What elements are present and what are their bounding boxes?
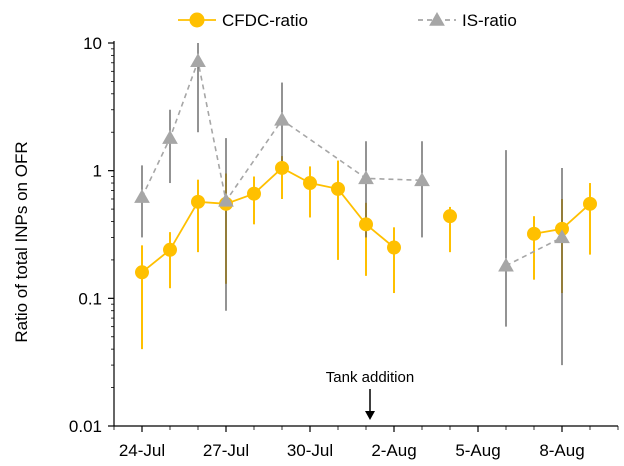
data-point-triangle: [498, 257, 514, 272]
data-point-circle: [443, 209, 457, 224]
x-tick-label: 24-Jul: [119, 441, 165, 460]
axes: [108, 41, 619, 432]
data-point-triangle: [218, 192, 234, 207]
annotation-label: Tank addition: [326, 369, 414, 386]
x-tick-label: 2-Aug: [371, 441, 416, 460]
legend-label: CFDC-ratio: [222, 11, 308, 30]
tick-labels: 0.01 0.1 1 10 24-Jul 27-Jul 30-Jul 2-Aug 5-Aug 8-…: [69, 34, 585, 460]
legend-label: IS-ratio: [462, 11, 517, 30]
data-point-circle: [191, 194, 205, 209]
y-axis-title: Ratio of total INPs on OFR: [12, 141, 31, 342]
x-tick-label: 27-Jul: [203, 441, 249, 460]
x-tick-label: 5-Aug: [455, 441, 500, 460]
y-tick-label: 0.1: [78, 289, 102, 308]
cfdc-ratio-line: [141, 166, 395, 274]
data-point-circle: [303, 176, 317, 191]
y-tick-label: 0.01: [69, 417, 102, 436]
data-point-circle: [387, 240, 401, 255]
legend-item: IS-ratio: [418, 11, 517, 30]
data-point-triangle: [358, 170, 374, 185]
error-bars: [141, 43, 591, 366]
legend: CFDC-ratio IS-ratio: [178, 11, 517, 30]
data-point-circle: [275, 160, 289, 175]
y-tick-label: 1: [93, 162, 102, 181]
data-point-circle: [135, 265, 149, 280]
data-point-circle: [527, 226, 541, 241]
x-tick-label: 8-Aug: [539, 441, 584, 460]
x-tick-label: 30-Jul: [287, 441, 333, 460]
y-tick-label: 10: [83, 34, 102, 53]
data-point-triangle: [190, 53, 206, 67]
data-point-triangle: [414, 172, 430, 187]
data-point-circle: [583, 196, 597, 211]
legend-item: CFDC-ratio: [178, 11, 308, 30]
series-markers: [134, 53, 597, 280]
annotations: Tank addition: [326, 369, 414, 420]
data-point-circle: [189, 12, 205, 28]
data-point-triangle: [134, 189, 150, 203]
data-point-triangle: [554, 229, 570, 244]
data-point-circle: [331, 181, 345, 196]
data-point-circle: [163, 242, 177, 257]
data-point-triangle: [274, 111, 290, 126]
data-point-circle: [247, 186, 261, 201]
data-point-circle: [359, 217, 373, 232]
data-point-triangle: [162, 130, 178, 144]
annotation-arrow-head: [365, 411, 375, 420]
is-ratio-line: [505, 236, 563, 267]
data-point-triangle: [429, 11, 445, 26]
